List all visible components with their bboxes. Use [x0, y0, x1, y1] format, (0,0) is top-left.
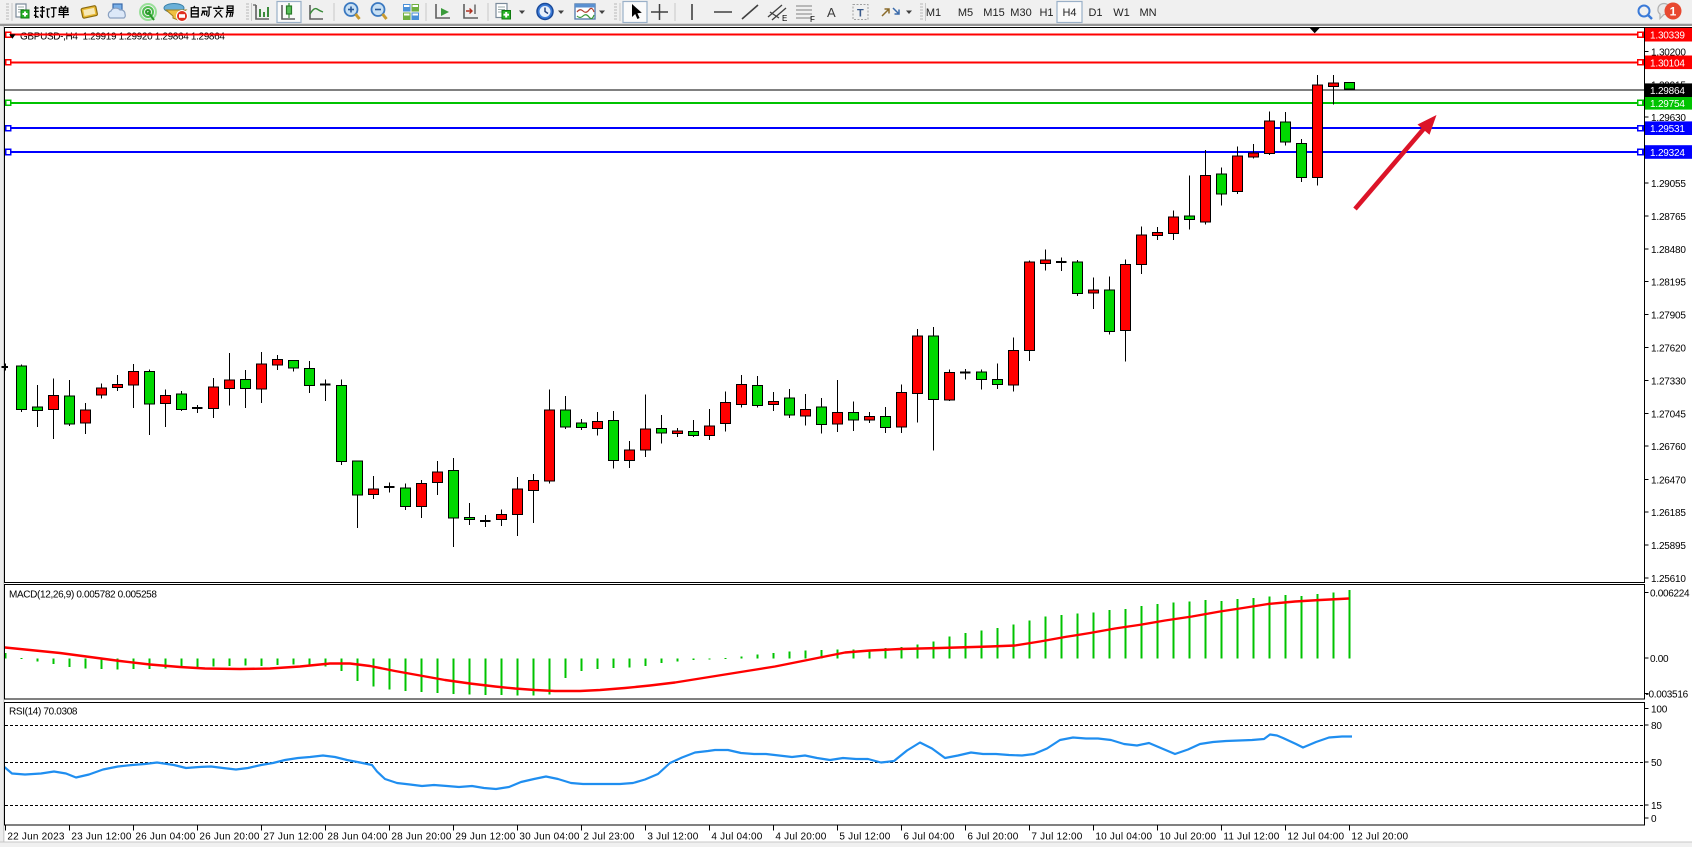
- svg-text:12 Jul 04:00: 12 Jul 04:00: [1287, 832, 1344, 843]
- svg-text:26 Jun 20:00: 26 Jun 20:00: [199, 832, 259, 843]
- svg-text:1.27620: 1.27620: [1651, 343, 1686, 354]
- svg-text:2 Jul 23:00: 2 Jul 23:00: [583, 832, 634, 843]
- svg-text:1.26470: 1.26470: [1651, 475, 1686, 486]
- svg-text:11 Jul 12:00: 11 Jul 12:00: [1223, 832, 1279, 843]
- svg-text:1.25895: 1.25895: [1651, 541, 1686, 552]
- svg-text:4 Jul 04:00: 4 Jul 04:00: [711, 832, 762, 843]
- svg-text:50: 50: [1651, 758, 1662, 769]
- svg-text:GBPUSD-,H4 1.29919 1.29920 1.: GBPUSD-,H4 1.29919 1.29920 1.29864 1.298…: [20, 32, 225, 43]
- svg-text:3 Jul 12:00: 3 Jul 12:00: [647, 832, 698, 843]
- svg-text:MN: MN: [1139, 7, 1156, 19]
- svg-text:1.30104: 1.30104: [1650, 58, 1685, 69]
- svg-text:1.27905: 1.27905: [1651, 311, 1686, 322]
- svg-text:M30: M30: [1010, 7, 1031, 19]
- svg-text:-0.003516: -0.003516: [1646, 689, 1689, 700]
- svg-text:1.30339: 1.30339: [1650, 31, 1685, 42]
- svg-text:F: F: [810, 15, 815, 24]
- svg-text:6 Jul 04:00: 6 Jul 04:00: [903, 832, 954, 843]
- svg-text:15: 15: [1651, 801, 1662, 812]
- svg-text:22 Jun 2023: 22 Jun 2023: [7, 832, 64, 843]
- svg-text:30 Jun 04:00: 30 Jun 04:00: [519, 832, 579, 843]
- svg-text:1.29754: 1.29754: [1650, 99, 1685, 110]
- svg-text:0.006224: 0.006224: [1650, 588, 1690, 599]
- svg-text:1.29630: 1.29630: [1651, 113, 1686, 124]
- svg-text:M15: M15: [983, 7, 1004, 19]
- svg-text:1.30200: 1.30200: [1651, 48, 1686, 59]
- svg-text:D1: D1: [1088, 7, 1102, 19]
- svg-text:1.29864: 1.29864: [1650, 86, 1685, 97]
- svg-text:6 Jul 20:00: 6 Jul 20:00: [967, 832, 1018, 843]
- svg-text:MACD(12,26,9) 0.005782 0.00525: MACD(12,26,9) 0.005782 0.005258: [9, 590, 157, 601]
- svg-text:0: 0: [1651, 814, 1657, 825]
- svg-text:1.28765: 1.28765: [1651, 212, 1686, 223]
- svg-text:1.29055: 1.29055: [1651, 179, 1686, 190]
- svg-text:M1: M1: [926, 7, 941, 19]
- svg-text:RSI(14) 70.0308: RSI(14) 70.0308: [9, 707, 78, 718]
- svg-text:28 Jun 20:00: 28 Jun 20:00: [391, 832, 451, 843]
- svg-text:1.29531: 1.29531: [1650, 124, 1685, 135]
- svg-text:H1: H1: [1039, 7, 1053, 19]
- svg-text:1: 1: [1670, 5, 1677, 19]
- svg-text:23 Jun 12:00: 23 Jun 12:00: [71, 832, 131, 843]
- svg-text:1.26185: 1.26185: [1651, 508, 1686, 519]
- svg-text:29 Jun 12:00: 29 Jun 12:00: [455, 832, 515, 843]
- svg-text:80: 80: [1651, 721, 1662, 732]
- svg-text:1.28195: 1.28195: [1651, 278, 1686, 289]
- svg-text:1.25610: 1.25610: [1651, 574, 1686, 585]
- svg-text:W1: W1: [1113, 7, 1130, 19]
- svg-text:1.28480: 1.28480: [1651, 245, 1686, 256]
- svg-text:12 Jul 20:00: 12 Jul 20:00: [1351, 832, 1408, 843]
- svg-text:10 Jul 20:00: 10 Jul 20:00: [1159, 832, 1216, 843]
- svg-text:1.29324: 1.29324: [1650, 148, 1685, 159]
- svg-text:4 Jul 20:00: 4 Jul 20:00: [775, 832, 826, 843]
- svg-text:26 Jun 04:00: 26 Jun 04:00: [135, 832, 195, 843]
- svg-text:10 Jul 04:00: 10 Jul 04:00: [1095, 832, 1152, 843]
- svg-text:1.26760: 1.26760: [1651, 442, 1686, 453]
- svg-text:100: 100: [1651, 705, 1668, 716]
- svg-text:A: A: [827, 5, 836, 20]
- svg-text:H4: H4: [1062, 7, 1076, 19]
- svg-text:1.27045: 1.27045: [1651, 409, 1686, 420]
- svg-text:5 Jul 12:00: 5 Jul 12:00: [839, 832, 890, 843]
- svg-text:M5: M5: [958, 7, 973, 19]
- svg-text:E: E: [782, 14, 787, 23]
- svg-text:T: T: [857, 8, 864, 20]
- svg-text:28 Jun 04:00: 28 Jun 04:00: [327, 832, 387, 843]
- svg-text:7 Jul 12:00: 7 Jul 12:00: [1031, 832, 1082, 843]
- svg-text:0.00: 0.00: [1650, 654, 1669, 665]
- svg-text:27 Jun 12:00: 27 Jun 12:00: [263, 832, 323, 843]
- svg-text:1.27330: 1.27330: [1651, 377, 1686, 388]
